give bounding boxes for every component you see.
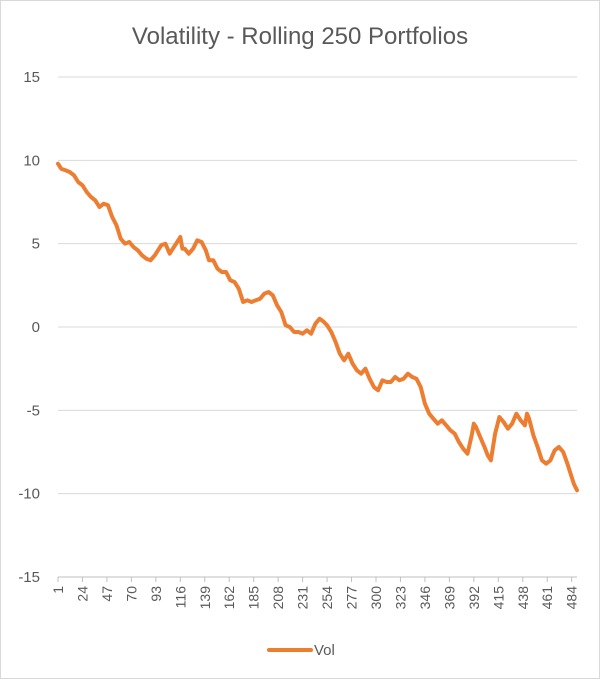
x-tick-label: 24 [74, 586, 90, 602]
x-tick-label: 208 [270, 586, 286, 610]
x-tick-label: 300 [368, 586, 384, 610]
x-tick-label: 415 [490, 586, 506, 610]
x-tick-label: 277 [344, 586, 360, 610]
y-tick-label: 5 [32, 236, 40, 253]
x-tick-label: 47 [99, 586, 115, 602]
x-axis-ticks: 1 24 47 70 93 116 139 162 185 208 231 254 277 300 323 3… [50, 577, 580, 609]
x-tick-label: 369 [441, 586, 457, 610]
y-tick-label: 10 [23, 152, 40, 169]
x-tick-label: 254 [319, 586, 335, 610]
y-axis-ticks: 15 10 5 0 -5 -10 -15 [18, 69, 40, 586]
x-tick-label: 1 [50, 586, 66, 594]
gridlines [58, 76, 577, 578]
y-tick-label: 15 [23, 69, 40, 86]
x-tick-label: 438 [515, 586, 531, 610]
x-tick-label: 484 [564, 586, 580, 610]
y-tick-label: 0 [32, 319, 40, 336]
x-tick-label: 323 [392, 586, 408, 610]
chart-title: Volatility - Rolling 250 Portfolios [131, 23, 469, 50]
x-tick-label: 185 [246, 586, 262, 610]
legend-label: Vol [314, 642, 335, 659]
series-group [56, 161, 579, 493]
x-tick-label: 70 [123, 586, 139, 602]
x-tick-label: 139 [197, 586, 213, 610]
y-tick-label: -5 [27, 402, 40, 419]
x-tick-label: 93 [148, 586, 164, 602]
y-tick-label: -10 [18, 486, 40, 503]
y-tick-label: -15 [18, 569, 40, 586]
x-tick-label: 392 [466, 586, 482, 610]
x-tick-label: 461 [539, 586, 555, 610]
legend: Vol [267, 642, 335, 659]
x-tick-label: 162 [221, 586, 237, 610]
x-tick-label: 116 [172, 586, 188, 609]
series-line-vol [56, 161, 579, 493]
x-tick-label: 231 [295, 586, 311, 610]
x-tick-label: 346 [417, 586, 433, 610]
